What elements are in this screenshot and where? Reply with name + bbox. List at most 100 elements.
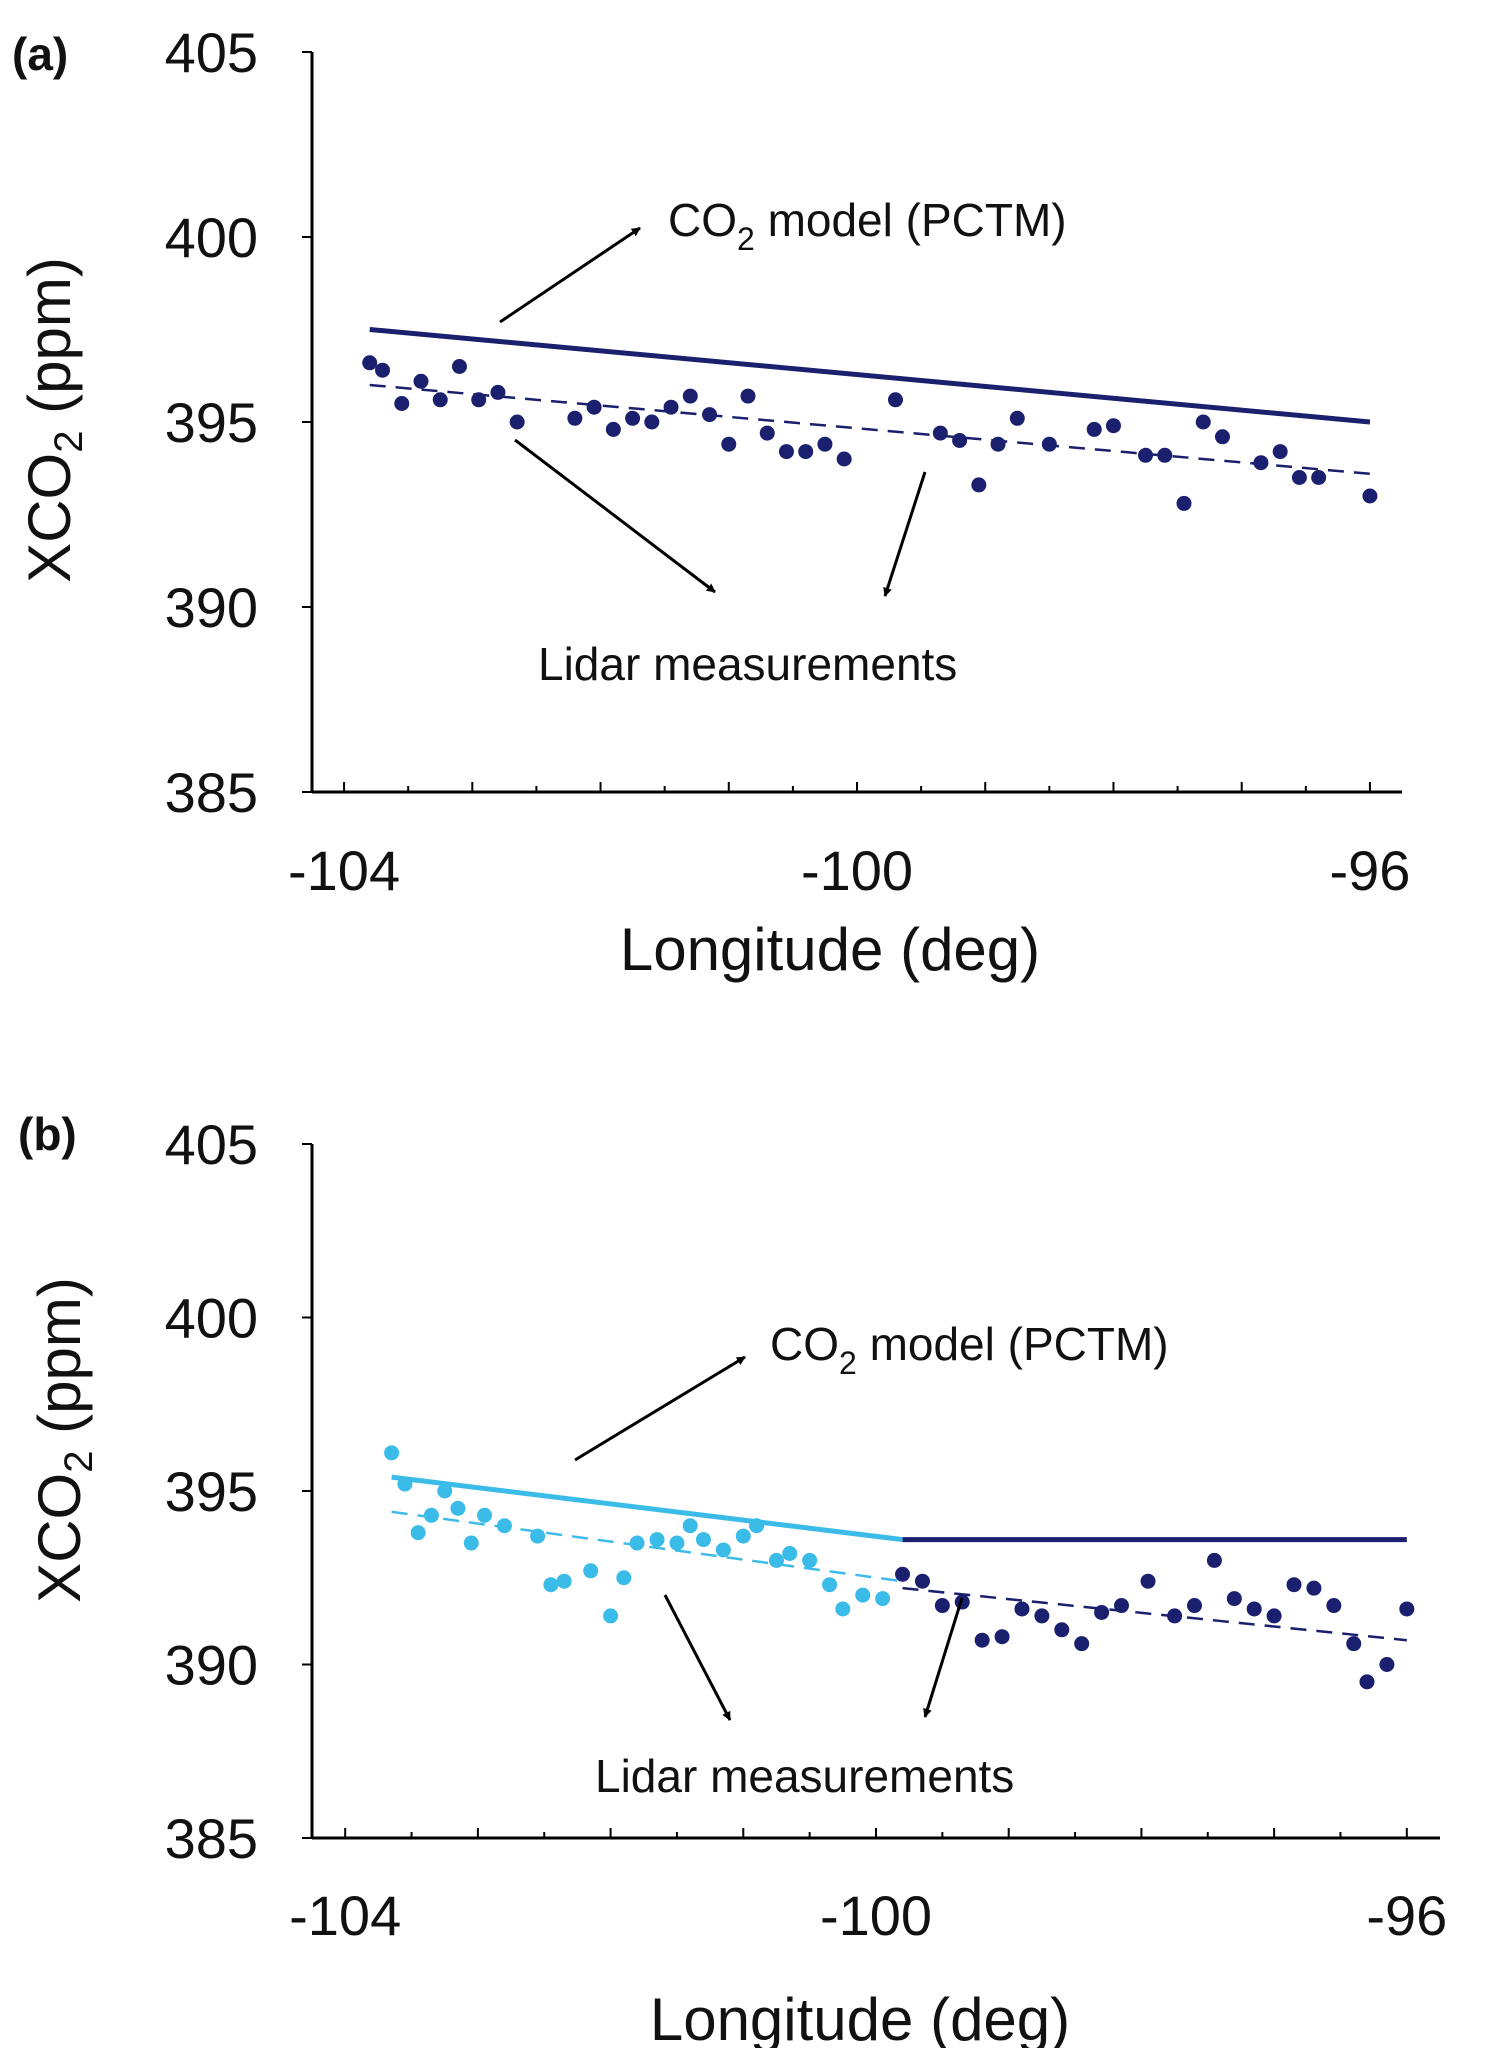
panel-a-data-point bbox=[1311, 470, 1327, 485]
panel-a-data-point bbox=[605, 421, 621, 437]
panel-b-data-point bbox=[423, 1507, 439, 1523]
panel-a-model-arrow bbox=[499, 226, 641, 324]
panel-b-data-point bbox=[1246, 1601, 1262, 1617]
panel-b-data-point bbox=[974, 1632, 990, 1648]
panel-b-data-point bbox=[835, 1601, 851, 1617]
panel-a-data-point bbox=[1272, 444, 1288, 460]
panel-a-y-tick-labels: 385 390 395 400 405 bbox=[165, 21, 258, 824]
panel-b-data-point bbox=[1286, 1577, 1302, 1593]
panel-a-data-point bbox=[971, 477, 987, 493]
panel-a-y-label-rest: (ppm) bbox=[16, 257, 83, 430]
panel-b-marks bbox=[384, 1445, 1415, 1690]
panel-a-y-label-main: XCO bbox=[16, 453, 83, 583]
panel-b-lidar-annotation: Lidar measurements bbox=[595, 1750, 1014, 1802]
panel-b-x-tick-labels: -104 -100 -96 bbox=[289, 1884, 1447, 1947]
panel-b-x-tick-label: -100 bbox=[820, 1884, 932, 1947]
panel-b-data-point bbox=[1074, 1636, 1090, 1652]
panel-a-data-point bbox=[413, 373, 429, 389]
panel-a: (a) 385 390 395 400 405 -104 -100 -96 Longitud… bbox=[12, 21, 1410, 983]
panel-b-data-point bbox=[543, 1577, 559, 1593]
panel-b-y-tick-label: 405 bbox=[165, 1113, 258, 1176]
panel-b-data-point bbox=[583, 1563, 599, 1579]
panel-a-model-rest: model (PCTM) bbox=[755, 194, 1067, 246]
panel-b-data-point bbox=[1359, 1674, 1375, 1690]
panel-b-data-point bbox=[603, 1608, 619, 1624]
panel-a-x-tick-label: -104 bbox=[288, 839, 400, 902]
panel-b-data-point bbox=[735, 1528, 751, 1544]
panel-a-data-point bbox=[1362, 488, 1378, 504]
panel-b-data-point bbox=[1014, 1601, 1030, 1617]
panel-a-data-point bbox=[1105, 418, 1121, 434]
panel-b-data-point bbox=[616, 1570, 632, 1586]
panel-a-x-tick-labels: -104 -100 -96 bbox=[288, 839, 1410, 902]
panel-a-data-point bbox=[887, 392, 903, 408]
panel-a-data-point bbox=[1176, 495, 1192, 511]
panel-a-data-point bbox=[682, 388, 698, 404]
panel-a-data-point bbox=[817, 436, 833, 452]
panel-a-data-point bbox=[1253, 455, 1269, 471]
panel-b-data-point bbox=[914, 1573, 930, 1589]
panel-a-data-point bbox=[1086, 421, 1102, 437]
panel-b-data-point bbox=[1140, 1573, 1156, 1589]
panel-b-data-point bbox=[994, 1629, 1010, 1645]
panel-b-data-point bbox=[715, 1542, 731, 1558]
panel-b-data-point bbox=[682, 1518, 698, 1534]
panel-a-y-tick-label: 405 bbox=[165, 21, 258, 84]
panel-a-data-point bbox=[625, 410, 641, 426]
panel-a-data-point bbox=[1009, 410, 1025, 426]
panel-a-y-axis-label: XCO2 (ppm) bbox=[16, 257, 91, 583]
panel-a-data-point bbox=[990, 436, 1006, 452]
panel-b-y-tick-label: 395 bbox=[165, 1460, 258, 1523]
panel-a-model-sub: 2 bbox=[737, 221, 755, 257]
panel-a-marks bbox=[362, 327, 1378, 511]
panel-b-data-point bbox=[450, 1500, 466, 1516]
panel-a-x-tick-label: -100 bbox=[801, 839, 913, 902]
panel-b-model-annotation: CO2 model (PCTM) bbox=[770, 1318, 1169, 1381]
panel-a-data-point bbox=[1195, 414, 1211, 430]
panel-a-data-point bbox=[721, 436, 737, 452]
panel-a-data-point bbox=[1138, 447, 1154, 463]
panel-b-data-point bbox=[629, 1535, 645, 1551]
panel-a-y-tick-label: 390 bbox=[165, 576, 258, 639]
panel-a-y-tick-label: 395 bbox=[165, 391, 258, 454]
panel-b-data-point bbox=[1326, 1598, 1342, 1614]
panel-b-data-point bbox=[463, 1535, 479, 1551]
panel-b-data-point bbox=[934, 1598, 950, 1614]
panel-a-data-point bbox=[362, 355, 378, 371]
panel-b-data-point bbox=[822, 1577, 838, 1593]
panel-b-annotations: CO2 model (PCTM) Lidar measurements bbox=[574, 1318, 1169, 1802]
panel-a-data-point bbox=[644, 414, 660, 430]
panel-a-model-main: CO bbox=[668, 194, 737, 246]
panel-b-axes bbox=[302, 1143, 1440, 1840]
panel-a-y-tick-label: 400 bbox=[165, 206, 258, 269]
panel-b-data-point bbox=[477, 1507, 493, 1523]
panel-b-data-point bbox=[1399, 1601, 1415, 1617]
panel-a-data-point bbox=[952, 433, 968, 448]
panel-a-lidar-arrow-right bbox=[883, 471, 927, 597]
panel-b-data-point bbox=[410, 1525, 426, 1541]
panel-b-y-axis-label: XCO2 (ppm) bbox=[26, 1277, 101, 1603]
panel-a-data-point bbox=[759, 425, 775, 441]
panel-b-data-point bbox=[695, 1532, 711, 1548]
panel-b-data-point bbox=[384, 1445, 400, 1461]
panel-a-label: (a) bbox=[12, 28, 68, 80]
panel-b-lidar-fit-line bbox=[902, 1586, 1407, 1642]
panel-a-data-point bbox=[932, 425, 948, 441]
panel-b-x-axis-label: Longitude (deg) bbox=[650, 1986, 1070, 2048]
panel-b-data-point bbox=[1379, 1657, 1395, 1672]
panel-b-y-tick-label: 400 bbox=[165, 1287, 258, 1350]
panel-b-x-tick-label: -104 bbox=[289, 1884, 401, 1947]
panel-a-data-point bbox=[432, 392, 448, 408]
panel-b-model-line bbox=[391, 1474, 903, 1543]
panel-a-data-point bbox=[798, 444, 814, 460]
panel-b-data-point bbox=[1226, 1591, 1242, 1607]
panel-a-axes bbox=[302, 51, 1402, 794]
panel-a-data-point bbox=[394, 396, 410, 411]
panel-b-data-point bbox=[1266, 1608, 1282, 1624]
panel-b-data-point bbox=[1186, 1598, 1202, 1614]
panel-a-data-point bbox=[836, 451, 852, 467]
panel-a-model-line bbox=[369, 327, 1371, 425]
panel-a-data-point bbox=[740, 388, 756, 404]
panel-a-data-point bbox=[509, 414, 525, 430]
panel-b-lidar-arrow-right bbox=[923, 1597, 964, 1718]
